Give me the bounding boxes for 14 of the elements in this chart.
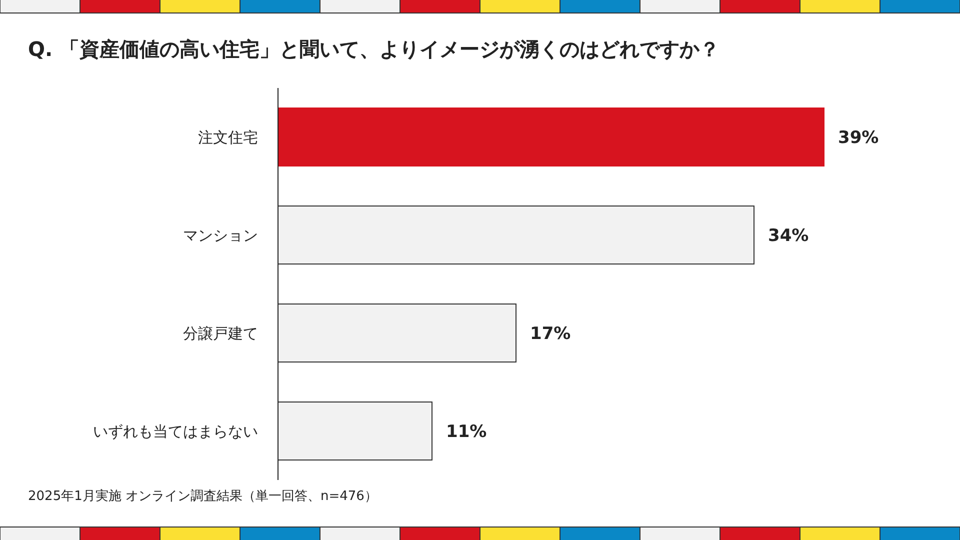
chart-title: Q. 「資産価値の高い住宅」と聞いて、よりイメージが湧くのはどれですか？ (28, 36, 720, 63)
data-label: 34% (768, 226, 809, 246)
y-tick-label: 注文住宅 (198, 128, 258, 146)
y-tick-label: いずれも当てはまらない (93, 422, 258, 440)
text: 2025年1月実施 オンライン調査結果（単一回答、n=476） (28, 488, 378, 505)
data-label: 39% (838, 128, 879, 148)
bar (278, 402, 432, 460)
bar (278, 304, 516, 362)
y-tick-label: マンション (183, 226, 258, 244)
data-label: 17% (530, 324, 571, 344)
bar (278, 206, 754, 264)
data-label: 11% (446, 422, 487, 442)
y-tick-label: 分譲戸建て (183, 324, 258, 342)
bar (278, 108, 824, 166)
